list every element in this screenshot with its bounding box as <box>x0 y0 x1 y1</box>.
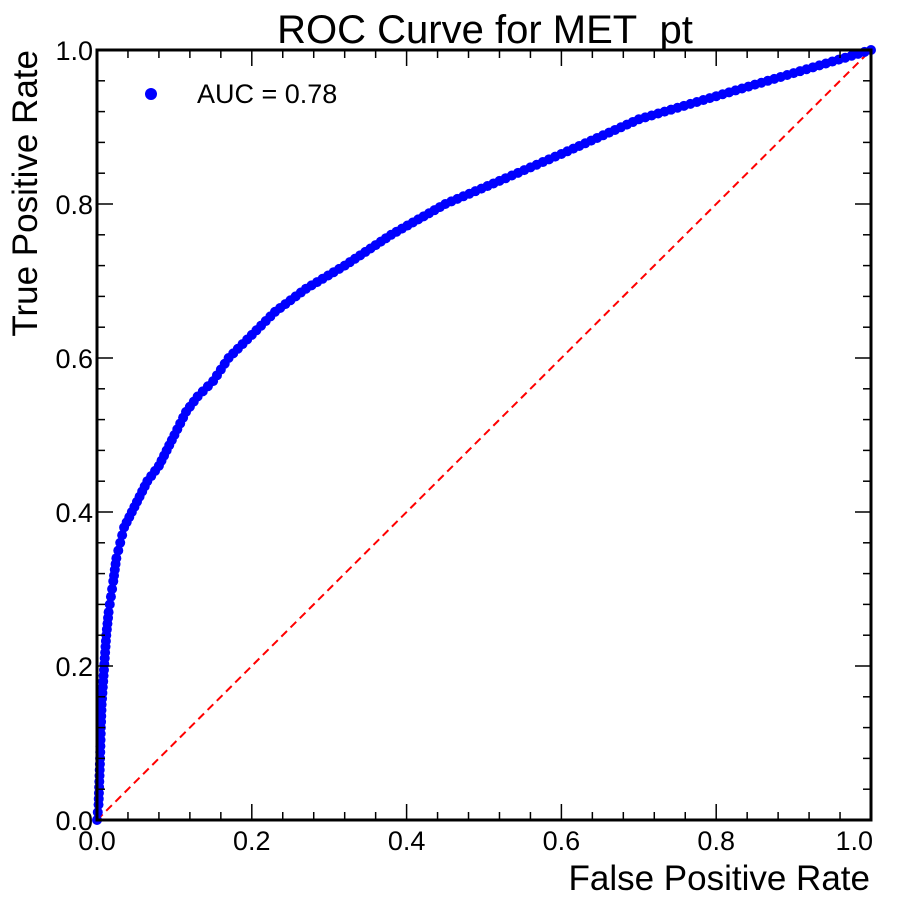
roc-point <box>107 584 118 594</box>
legend-marker <box>145 88 157 100</box>
x-tick-label: 0.8 <box>697 826 735 856</box>
y-tick-label: 0.8 <box>55 190 93 220</box>
roc-point <box>104 599 115 610</box>
chart-title: ROC Curve for MET_pt <box>277 8 693 52</box>
plot-frame <box>95 48 873 822</box>
x-tick-label: 0.4 <box>388 826 426 856</box>
roc-point <box>117 530 128 541</box>
roc-point <box>111 553 122 564</box>
y-tick-label: 0.0 <box>55 806 93 836</box>
axis-tick-labels: 0.0 0.2 0.4 0.6 0.8 1.0 0.0 0.2 0.4 0.6 0.8 1.0 <box>55 36 873 856</box>
x-tick-label: 1.0 <box>835 826 873 856</box>
y-tick-label: 0.6 <box>55 344 93 374</box>
y-axis-label: True Positive Rate <box>6 50 45 337</box>
legend-label: AUC = 0.78 <box>197 79 337 109</box>
roc-point <box>103 607 114 618</box>
reference-line-layer <box>96 49 872 821</box>
y-tick-label: 1.0 <box>55 36 93 66</box>
x-tick-label: 0.0 <box>78 826 116 856</box>
reference-diagonal-line <box>96 49 872 821</box>
roc-point <box>113 545 124 556</box>
legend: AUC = 0.78 <box>145 79 337 109</box>
y-tick-label: 0.2 <box>55 652 93 682</box>
x-tick-label: 0.2 <box>233 826 271 856</box>
x-tick-label: 0.6 <box>543 826 581 856</box>
roc-point <box>115 537 126 548</box>
roc-point <box>105 591 116 602</box>
x-axis-label: False Positive Rate <box>568 859 870 898</box>
y-tick-label: 0.4 <box>55 498 93 528</box>
